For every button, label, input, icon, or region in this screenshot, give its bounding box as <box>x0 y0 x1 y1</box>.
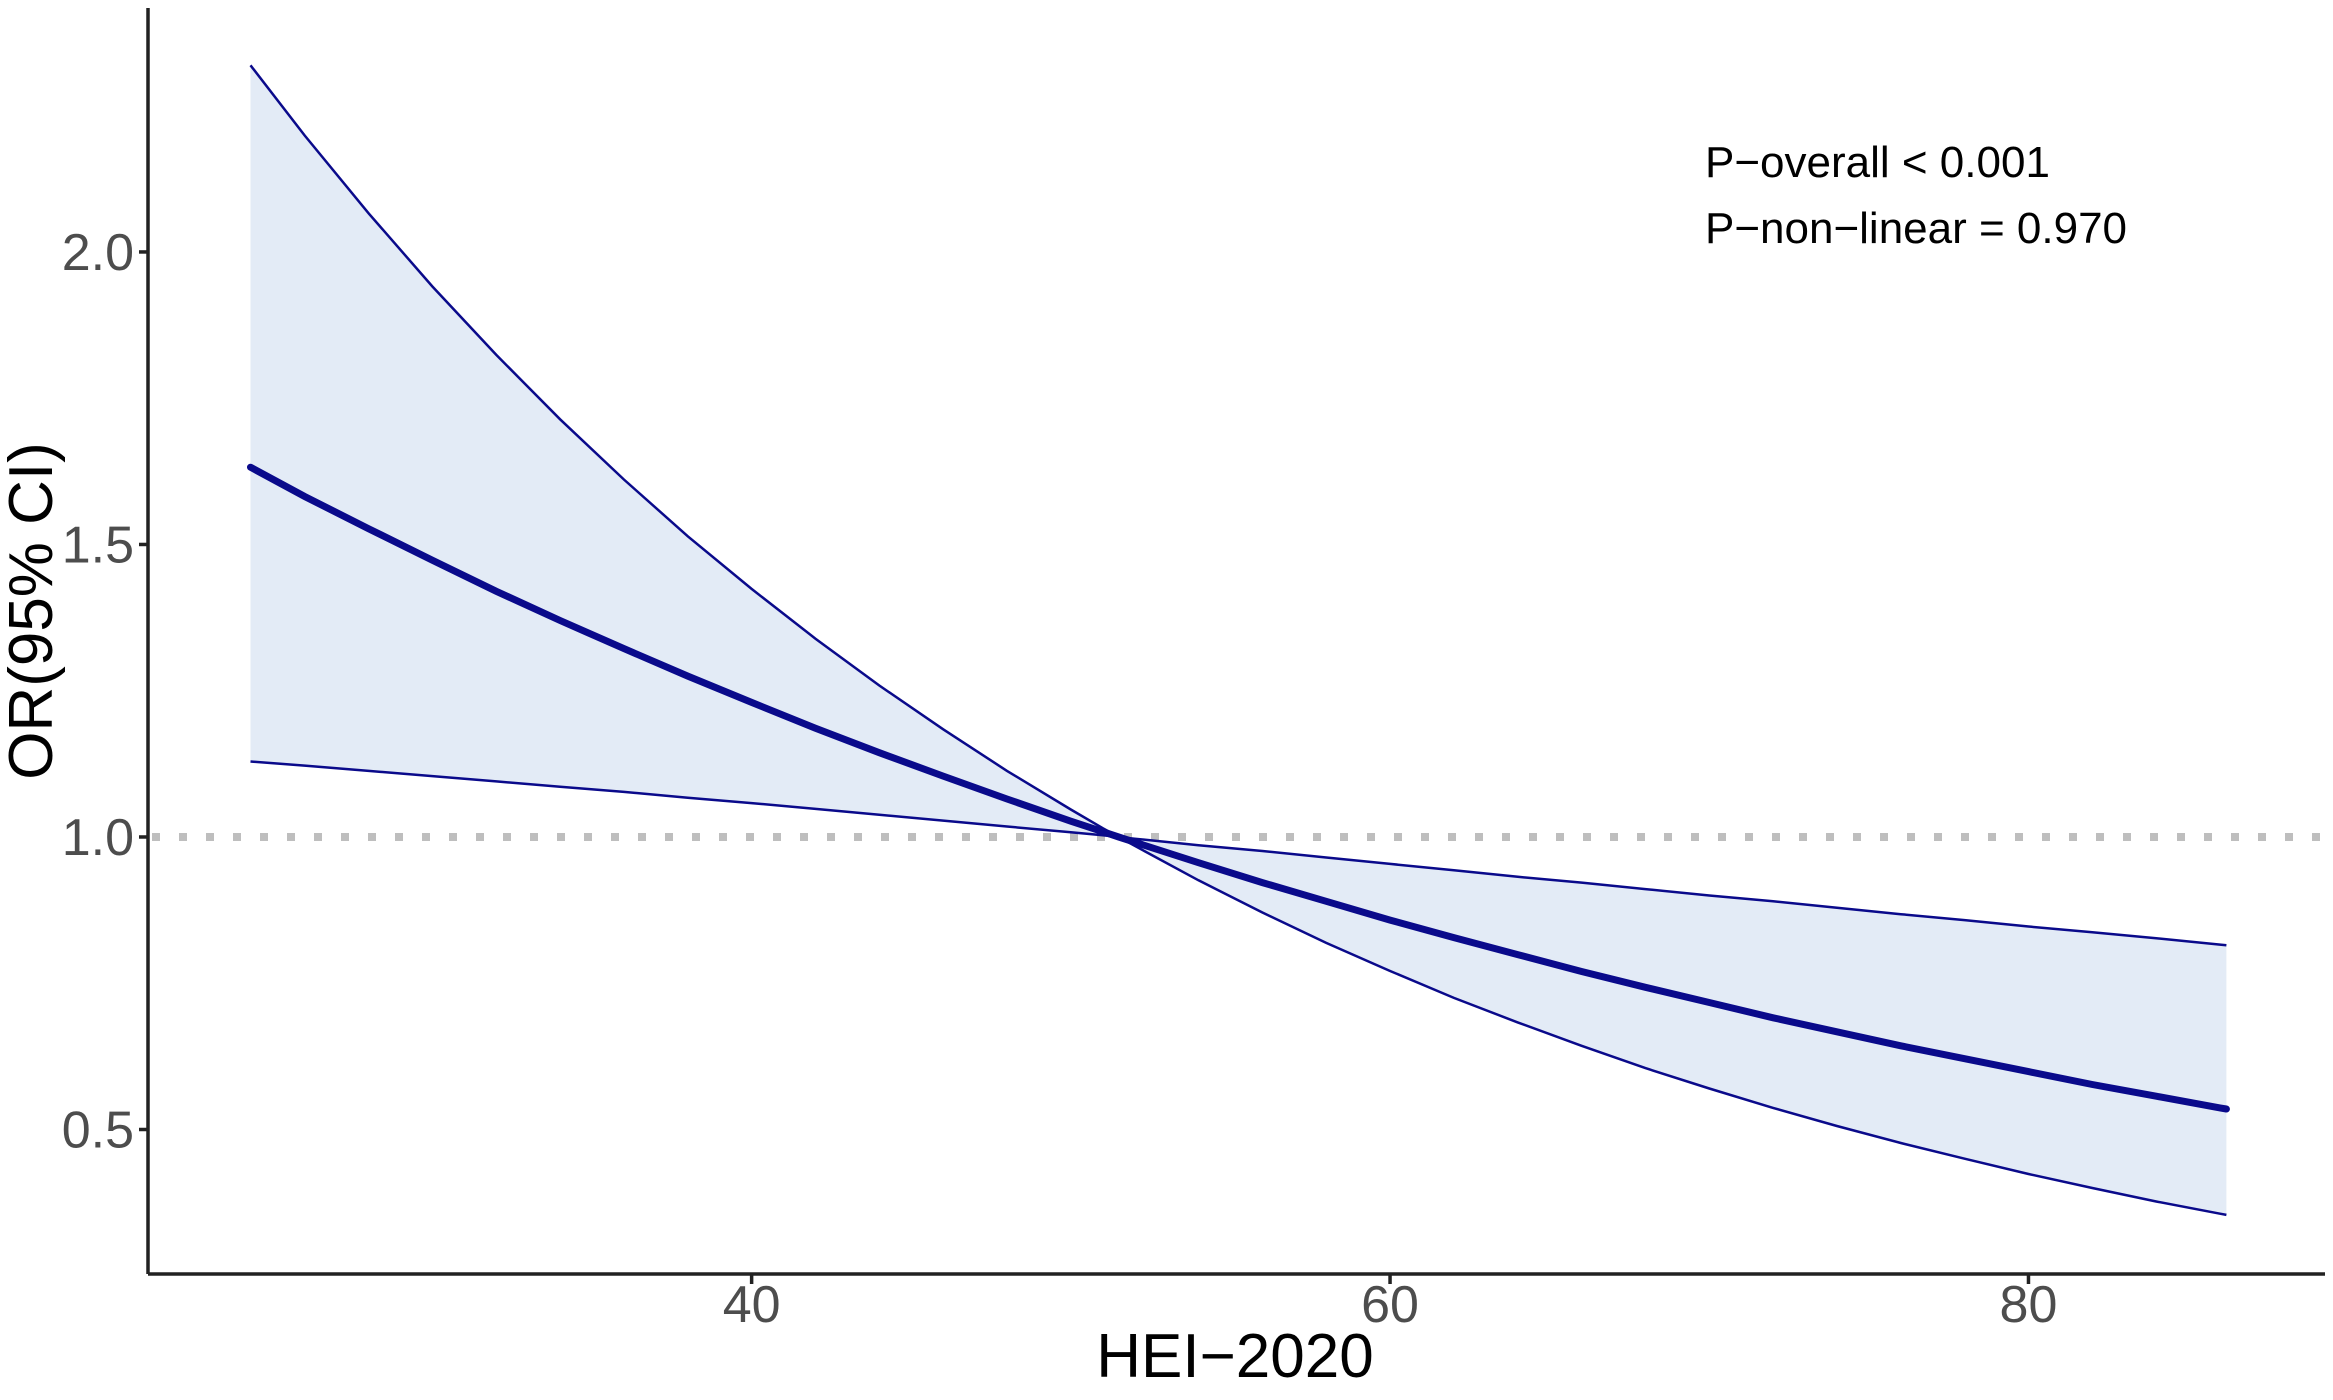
y-tick-label: 0.5 <box>62 1102 134 1160</box>
x-axis: 40 60 80 <box>148 1272 2325 1334</box>
y-axis-title: OR(95% CI) <box>0 442 66 780</box>
ci-upper-line <box>249 64 2227 947</box>
annotation-p-overall: P−overall < 0.001 <box>1705 138 2050 187</box>
x-axis-title: HEI−2020 <box>1096 1322 1374 1391</box>
ci-band-area <box>250 65 2227 1215</box>
x-tick-label: 80 <box>2000 1276 2058 1334</box>
ci-lower-line <box>250 760 2227 1217</box>
x-tick-label: 60 <box>1361 1276 1419 1334</box>
y-tick-label: 1.0 <box>62 809 134 867</box>
y-tick-label: 1.5 <box>62 517 134 575</box>
central-or-line <box>247 463 2230 1113</box>
x-tick-label: 40 <box>723 1276 781 1334</box>
y-axis: 0.5 1.0 1.5 2.0 <box>62 8 150 1274</box>
annotation-p-nonlinear: P−non−linear = 0.970 <box>1705 204 2127 253</box>
y-tick-label: 2.0 <box>62 224 134 282</box>
